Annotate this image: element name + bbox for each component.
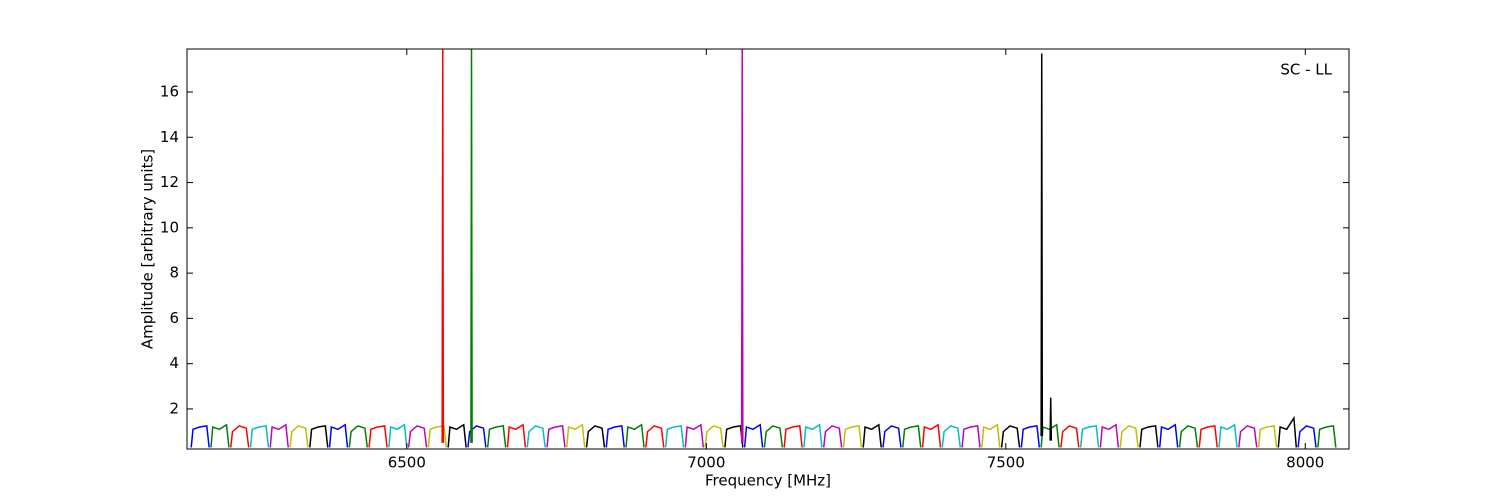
series-line bbox=[447, 423, 467, 448]
series-line bbox=[1178, 425, 1199, 448]
series-line bbox=[625, 423, 645, 448]
series-line bbox=[1119, 425, 1139, 448]
y-tick-label: 14 bbox=[160, 128, 179, 146]
x-axis-label: Frequency [MHz] bbox=[705, 472, 831, 490]
series-line bbox=[190, 425, 210, 448]
series-line bbox=[605, 425, 625, 448]
series-line bbox=[470, 49, 473, 443]
y-axis-label: Amplitude [arbitrary units] bbox=[139, 149, 157, 349]
series-line bbox=[743, 423, 764, 448]
series-line bbox=[289, 425, 309, 448]
series-line bbox=[486, 425, 507, 448]
annotation: SC - LL bbox=[1280, 61, 1332, 79]
series-line bbox=[1277, 415, 1298, 448]
series-line bbox=[229, 425, 250, 448]
series-line bbox=[822, 425, 843, 448]
series-line bbox=[309, 425, 329, 448]
series-line bbox=[724, 425, 744, 448]
series-line bbox=[902, 425, 922, 448]
series-line bbox=[941, 425, 962, 448]
series-line bbox=[882, 425, 902, 448]
series-line bbox=[961, 425, 981, 448]
series-line bbox=[1257, 425, 1278, 448]
x-tick-label: 7500 bbox=[987, 454, 1025, 472]
series-line bbox=[1000, 425, 1021, 448]
axes-frame bbox=[186, 48, 1350, 450]
series-line bbox=[506, 423, 527, 448]
y-tick-label: 6 bbox=[169, 309, 179, 327]
x-tick-label: 8000 bbox=[1286, 454, 1324, 472]
series-line bbox=[388, 423, 408, 448]
series-line bbox=[842, 425, 863, 448]
series-line bbox=[348, 425, 369, 448]
series-line bbox=[1079, 425, 1100, 448]
series-line bbox=[368, 425, 388, 448]
series-line bbox=[921, 423, 942, 448]
series-line bbox=[407, 425, 428, 448]
series-line bbox=[269, 423, 289, 448]
plot-area bbox=[190, 49, 1337, 448]
y-tick-label: 10 bbox=[160, 218, 179, 236]
y-tick-label: 16 bbox=[160, 83, 179, 101]
series-line bbox=[1099, 423, 1120, 448]
series-line bbox=[1238, 425, 1258, 448]
series-line bbox=[249, 425, 270, 448]
series-line bbox=[441, 49, 445, 443]
series-line bbox=[645, 425, 665, 448]
series-line bbox=[1317, 425, 1337, 448]
x-tick-label: 7000 bbox=[687, 454, 725, 472]
series-line bbox=[1158, 423, 1179, 448]
y-tick-label: 2 bbox=[169, 399, 179, 417]
series-line bbox=[1020, 425, 1041, 448]
y-tick-label: 12 bbox=[160, 173, 179, 191]
y-tick-label: 8 bbox=[169, 264, 179, 282]
series-line bbox=[740, 49, 744, 443]
series-line bbox=[427, 425, 448, 448]
series-line bbox=[862, 423, 882, 448]
series-line bbox=[546, 425, 566, 448]
series-line bbox=[210, 423, 230, 448]
series-line bbox=[664, 425, 685, 448]
series-line bbox=[1297, 425, 1317, 448]
series-line bbox=[1049, 397, 1053, 441]
series-line bbox=[467, 425, 487, 448]
series-line bbox=[565, 423, 586, 448]
series-line bbox=[1060, 425, 1080, 448]
series-line bbox=[1139, 425, 1159, 448]
series-line bbox=[803, 423, 823, 448]
series-line bbox=[328, 423, 349, 448]
series-line bbox=[1198, 425, 1218, 448]
series-line bbox=[704, 425, 724, 448]
series-line bbox=[763, 425, 784, 448]
series-line bbox=[585, 425, 606, 448]
series-line bbox=[526, 425, 546, 448]
y-tick-label: 4 bbox=[169, 354, 179, 372]
series-line bbox=[783, 425, 803, 448]
series-line bbox=[981, 423, 1001, 448]
x-tick-label: 6500 bbox=[388, 454, 426, 472]
series-line bbox=[684, 423, 705, 448]
series-line bbox=[1218, 423, 1238, 448]
series-line bbox=[1040, 53, 1044, 437]
